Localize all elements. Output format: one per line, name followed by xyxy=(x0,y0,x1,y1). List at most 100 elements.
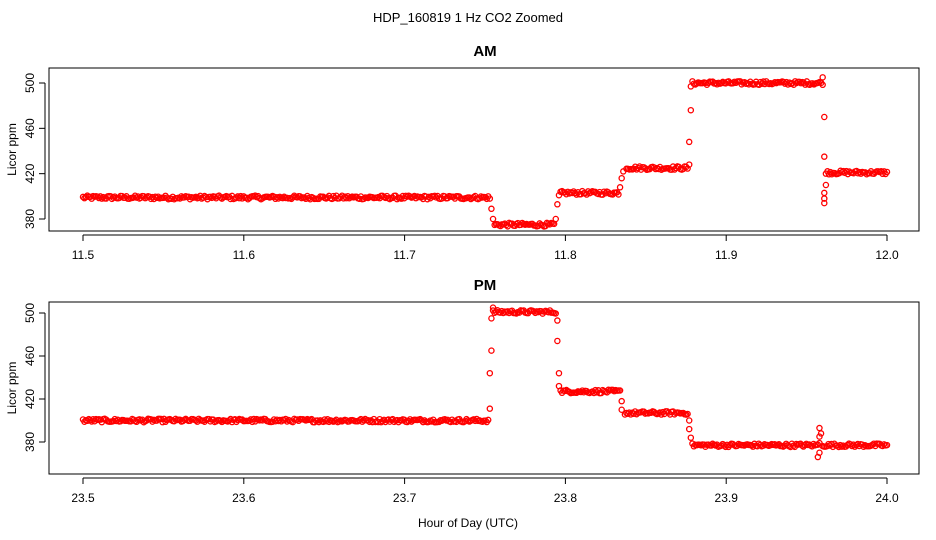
pm-data-point xyxy=(314,417,321,424)
pm-x-axis: 23.5 23.6 23.7 23.8 23.9 24.0 xyxy=(71,477,899,505)
pm-data-point xyxy=(554,317,561,324)
am-data-point xyxy=(192,193,200,201)
pm-data-point xyxy=(276,416,284,424)
am-x-tick-label: 11.9 xyxy=(715,248,738,262)
am-data-point xyxy=(208,194,216,202)
pm-data-point xyxy=(379,417,386,425)
am-data-point xyxy=(796,78,803,86)
am-data-point xyxy=(227,195,234,203)
am-data-point xyxy=(819,74,826,81)
am-x-tick-label: 11.8 xyxy=(554,248,577,262)
pm-y-tick-label: 500 xyxy=(23,303,37,323)
pm-data-point xyxy=(618,406,625,413)
pm-data-point xyxy=(816,424,823,432)
pm-data-point xyxy=(685,417,693,424)
am-data-point xyxy=(488,205,495,213)
pm-data-point xyxy=(579,387,586,394)
am-data-point xyxy=(98,195,106,202)
pm-data-point xyxy=(685,425,693,433)
am-y-tick-label: 460 xyxy=(23,118,37,138)
pm-data-point xyxy=(504,308,511,315)
am-data-point xyxy=(305,194,313,202)
am-data-point xyxy=(642,165,649,172)
am-data-point xyxy=(883,168,891,176)
am-data-point xyxy=(275,195,282,202)
am-data-point xyxy=(546,221,554,228)
pm-data-point xyxy=(360,416,368,424)
am-data-points xyxy=(79,74,891,230)
pm-data-point xyxy=(616,387,624,394)
pm-data-point xyxy=(879,442,886,450)
pm-data-point xyxy=(566,388,573,396)
pm-data-point xyxy=(810,440,817,448)
pm-y-axis-label: Licor ppm xyxy=(5,362,19,415)
am-data-point xyxy=(552,215,560,223)
pm-data-point xyxy=(486,369,494,377)
pm-data-point xyxy=(618,397,625,405)
pm-data-point xyxy=(489,304,497,311)
pm-data-point xyxy=(482,417,489,424)
am-data-point xyxy=(822,181,830,189)
pm-data-point xyxy=(825,440,832,448)
pm-x-tick-label: 23.5 xyxy=(71,491,95,505)
pm-data-point xyxy=(157,415,165,423)
pm-data-point xyxy=(172,415,179,423)
am-data-point xyxy=(687,83,695,90)
am-data-point xyxy=(602,189,609,197)
am-data-point xyxy=(618,174,625,182)
pm-data-point xyxy=(573,389,580,397)
pm-data-point xyxy=(684,410,691,418)
pm-data-point xyxy=(488,315,495,322)
am-data-point xyxy=(82,193,90,201)
pm-y-axis: 380 420 460 500 xyxy=(23,303,46,452)
pm-data-points xyxy=(79,304,891,461)
am-x-axis: 11.5 11.6 11.7 11.8 11.9 12.0 xyxy=(72,234,899,262)
am-data-point xyxy=(819,81,826,89)
pm-data-point xyxy=(136,416,143,423)
pm-data-point xyxy=(726,441,734,449)
am-x-tick-label: 11.5 xyxy=(72,248,95,262)
am-y-tick-label: 380 xyxy=(23,209,37,229)
am-data-point xyxy=(616,184,624,191)
am-y-tick-label: 500 xyxy=(23,73,37,93)
pm-data-point xyxy=(580,388,588,396)
am-data-point xyxy=(466,194,473,201)
pm-x-tick-label: 23.8 xyxy=(554,491,578,505)
am-data-point xyxy=(620,168,627,175)
am-data-point xyxy=(181,194,188,201)
am-y-tick-label: 420 xyxy=(23,163,37,183)
pm-data-point xyxy=(816,439,823,447)
pm-x-tick-label: 24.0 xyxy=(875,491,899,505)
am-data-point xyxy=(273,193,281,201)
pm-data-point xyxy=(84,417,91,425)
am-data-point xyxy=(615,191,622,198)
am-data-point xyxy=(636,163,643,170)
pm-data-point xyxy=(555,382,563,390)
am-plot-frame xyxy=(48,67,920,232)
am-data-point xyxy=(600,188,608,195)
am-data-point xyxy=(822,170,830,177)
am-data-point xyxy=(555,191,563,199)
pm-x-tick-label: 23.7 xyxy=(393,491,417,505)
pm-data-point xyxy=(817,430,825,437)
pm-plot-frame xyxy=(48,301,920,475)
am-data-point xyxy=(425,193,433,201)
pm-data-point xyxy=(883,441,891,449)
pm-data-point xyxy=(860,443,867,450)
am-data-point xyxy=(821,195,828,202)
pm-data-point xyxy=(816,433,823,440)
pm-data-point xyxy=(814,453,822,461)
pm-data-point xyxy=(647,409,655,416)
pm-x-tick-label: 23.9 xyxy=(715,491,739,505)
pm-data-point xyxy=(113,417,120,425)
am-data-point xyxy=(821,189,828,197)
am-data-point xyxy=(821,113,828,121)
am-data-point xyxy=(791,78,799,85)
figure-title: HDP_160819 1 Hz CO2 Zoomed xyxy=(373,10,563,25)
am-data-point xyxy=(687,106,695,114)
am-y-axis-label: Licor ppm xyxy=(5,123,19,176)
pm-data-point xyxy=(771,440,778,448)
pm-y-tick-label: 380 xyxy=(23,432,37,452)
pm-data-point xyxy=(486,405,494,412)
